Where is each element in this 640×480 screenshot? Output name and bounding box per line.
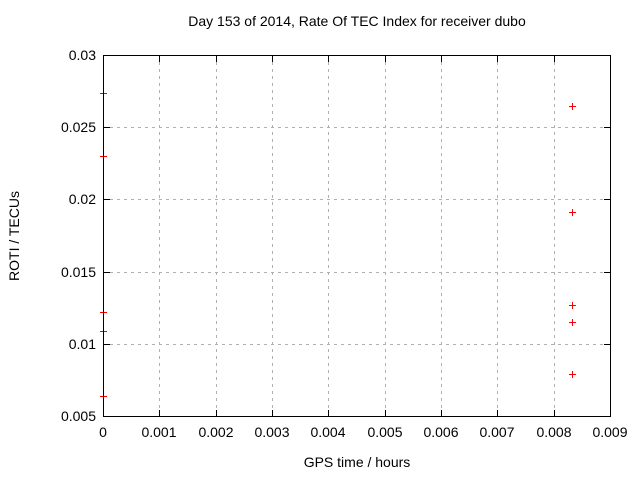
data-point-marker — [100, 328, 107, 335]
x-tick-bottom — [328, 410, 329, 417]
y-tick-label: 0.005 — [60, 408, 96, 424]
y-tick-right — [604, 199, 611, 200]
x-tick-top — [610, 55, 611, 62]
y-tick-right — [604, 344, 611, 345]
y-tick-left — [103, 344, 110, 345]
x-tick-label: 0.004 — [310, 424, 346, 440]
x-tick-label: 0.006 — [423, 424, 459, 440]
x-tick-label: 0.009 — [592, 424, 628, 440]
x-tick-bottom — [272, 410, 273, 417]
y-tick-left — [103, 127, 110, 128]
data-point-marker — [569, 103, 576, 110]
y-tick-left — [103, 272, 110, 273]
data-point-marker — [100, 153, 107, 160]
y-tick-label: 0.03 — [68, 47, 96, 63]
x-tick-label: 0.008 — [536, 424, 572, 440]
y-tick-left — [103, 199, 110, 200]
x-tick-label: 0 — [99, 424, 107, 440]
x-gridline — [328, 55, 329, 417]
x-tick-label: 0.005 — [367, 424, 403, 440]
y-tick-right — [604, 272, 611, 273]
x-tick-top — [554, 55, 555, 62]
x-gridline — [216, 55, 217, 417]
x-tick-top — [103, 55, 104, 62]
plot-border — [103, 55, 611, 417]
x-tick-bottom — [216, 410, 217, 417]
x-tick-bottom — [441, 410, 442, 417]
x-gridline — [554, 55, 555, 417]
x-gridline — [272, 55, 273, 417]
x-tick-bottom — [385, 410, 386, 417]
chart-title: Day 153 of 2014, Rate Of TEC Index for r… — [188, 13, 526, 29]
y-tick-label: 0.015 — [60, 264, 96, 280]
data-point-marker — [100, 90, 107, 97]
x-gridline — [497, 55, 498, 417]
x-gridline — [385, 55, 386, 417]
y-tick-left — [103, 416, 110, 417]
x-axis-title: GPS time / hours — [303, 454, 411, 470]
y-tick-right — [604, 416, 611, 417]
x-tick-bottom — [159, 410, 160, 417]
x-tick-top — [272, 55, 273, 62]
y-gridline — [103, 199, 611, 200]
x-tick-top — [328, 55, 329, 62]
y-gridline — [103, 272, 611, 273]
y-tick-right — [604, 127, 611, 128]
x-tick-bottom — [497, 410, 498, 417]
x-tick-top — [159, 55, 160, 62]
y-tick-label: 0.01 — [68, 336, 96, 352]
data-point-marker — [569, 319, 576, 326]
x-tick-top — [216, 55, 217, 62]
y-tick-label: 0.025 — [60, 119, 96, 135]
x-tick-top — [497, 55, 498, 62]
x-gridline — [159, 55, 160, 417]
x-tick-top — [441, 55, 442, 62]
data-point-marker — [569, 302, 576, 309]
data-point-marker — [569, 209, 576, 216]
x-gridline — [441, 55, 442, 417]
x-tick-label: 0.001 — [141, 424, 177, 440]
y-tick-label: 0.02 — [68, 191, 96, 207]
x-tick-bottom — [554, 410, 555, 417]
data-point-marker — [100, 393, 107, 400]
x-tick-label: 0.003 — [254, 424, 290, 440]
y-gridline — [103, 344, 611, 345]
x-tick-top — [385, 55, 386, 62]
y-tick-right — [604, 55, 611, 56]
y-tick-left — [103, 55, 110, 56]
y-gridline — [103, 127, 611, 128]
x-tick-label: 0.007 — [479, 424, 515, 440]
data-point-marker — [100, 309, 107, 316]
x-tick-label: 0.002 — [198, 424, 234, 440]
data-point-marker — [569, 371, 576, 378]
